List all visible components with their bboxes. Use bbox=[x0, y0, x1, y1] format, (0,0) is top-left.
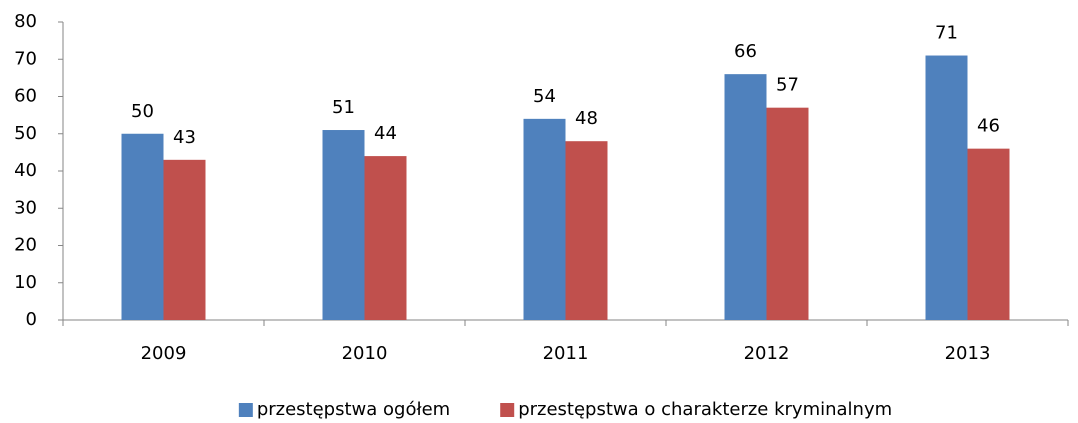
data-label: 43 bbox=[173, 127, 196, 148]
x-tick-label: 2009 bbox=[141, 343, 187, 364]
x-tick-label: 2010 bbox=[342, 343, 388, 364]
data-label: 46 bbox=[977, 116, 1000, 137]
legend-label: przestępstwa o charakterze kryminalnym bbox=[518, 399, 892, 420]
y-tick-label: 70 bbox=[14, 48, 37, 69]
data-label: 50 bbox=[131, 101, 154, 122]
x-tick-label: 2011 bbox=[543, 343, 589, 364]
bar bbox=[121, 133, 164, 320]
y-tick-label: 30 bbox=[14, 197, 37, 218]
data-label: 71 bbox=[935, 23, 958, 44]
y-tick-label: 10 bbox=[14, 272, 37, 293]
bar bbox=[523, 118, 566, 320]
x-tick-label: 2013 bbox=[945, 343, 991, 364]
data-label: 66 bbox=[734, 41, 757, 62]
bar bbox=[925, 55, 968, 321]
bar bbox=[766, 107, 809, 320]
bar bbox=[967, 148, 1010, 320]
bar bbox=[724, 74, 767, 321]
data-label: 57 bbox=[776, 75, 799, 96]
y-tick-label: 60 bbox=[14, 86, 37, 107]
data-label: 54 bbox=[533, 86, 556, 107]
data-label: 44 bbox=[374, 123, 397, 144]
bar bbox=[163, 159, 206, 320]
data-label: 51 bbox=[332, 97, 355, 118]
bar bbox=[322, 130, 365, 320]
y-tick-label: 0 bbox=[26, 309, 37, 330]
y-tick-label: 40 bbox=[14, 160, 37, 181]
legend-swatch bbox=[500, 403, 515, 417]
bar bbox=[364, 156, 407, 320]
x-tick-label: 2012 bbox=[744, 343, 790, 364]
bar bbox=[565, 141, 608, 320]
legend-swatch bbox=[238, 403, 253, 417]
y-tick-label: 80 bbox=[14, 11, 37, 32]
legend-label: przestępstwa ogółem bbox=[257, 399, 450, 420]
y-tick-label: 20 bbox=[14, 235, 37, 256]
data-label: 48 bbox=[575, 108, 598, 129]
y-tick-label: 50 bbox=[14, 123, 37, 144]
